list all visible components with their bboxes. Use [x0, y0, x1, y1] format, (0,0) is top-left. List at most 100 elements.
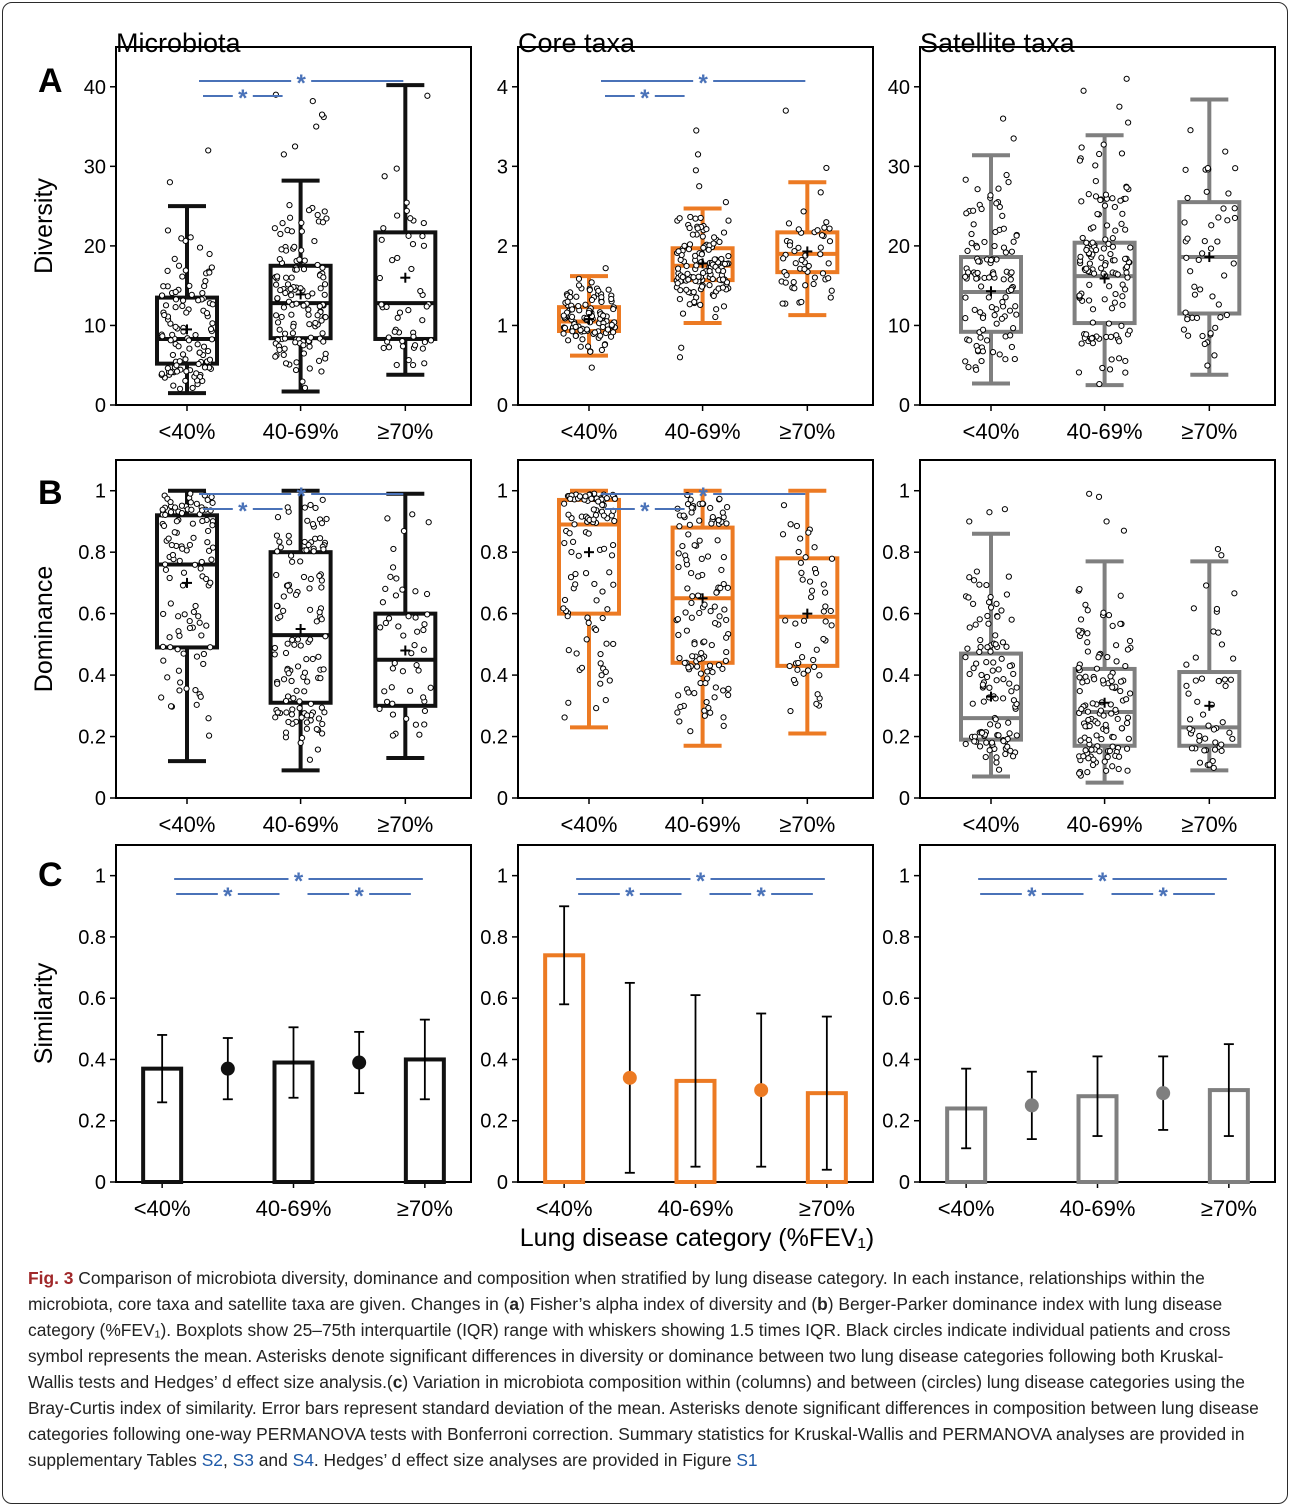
caption-label: Fig. 3: [28, 1268, 74, 1288]
significance-asterisk: *: [698, 483, 708, 510]
patient-point: [701, 638, 708, 645]
x-tick-label: <40%: [536, 1196, 593, 1221]
patient-point: [786, 242, 793, 249]
patient-point: [822, 603, 829, 610]
patient-point: [823, 164, 830, 172]
patient-point: [1122, 369, 1129, 376]
patient-point: [598, 298, 605, 306]
link-table-s3[interactable]: S3: [232, 1450, 254, 1470]
patient-point: [167, 644, 174, 651]
patient-point: [717, 584, 724, 592]
patient-point: [1208, 222, 1215, 229]
patient-point: [971, 306, 978, 314]
patient-point: [1008, 688, 1015, 695]
patient-point: [688, 614, 695, 621]
patient-point: [420, 646, 427, 653]
patient-point: [962, 740, 969, 748]
patient-point: [1123, 696, 1130, 703]
patient-point: [181, 611, 188, 618]
patient-point: [690, 289, 697, 296]
patient-point: [421, 721, 428, 728]
patient-point: [684, 585, 691, 592]
patient-point: [828, 622, 835, 629]
patient-point: [564, 613, 571, 620]
patient-point: [828, 287, 835, 294]
patient-point: [1000, 225, 1007, 232]
patient-point: [289, 330, 297, 337]
patient-point: [312, 504, 319, 512]
patient-point: [1118, 725, 1125, 732]
y-tick-label: 0.4: [882, 665, 910, 687]
box-iqr: [155, 513, 219, 650]
box-1: [670, 127, 735, 361]
patient-point: [567, 294, 574, 301]
link-table-s2[interactable]: S2: [201, 1450, 223, 1470]
patient-point: [1086, 490, 1093, 497]
link-figure-s1[interactable]: S1: [736, 1450, 758, 1470]
patient-point: [278, 246, 285, 253]
patient-point: [588, 364, 595, 371]
patient-point: [408, 650, 415, 657]
patient-point: [389, 665, 396, 672]
patient-point: [289, 558, 296, 565]
patient-point: [682, 609, 689, 616]
patient-point: [588, 495, 595, 502]
patient-point: [1077, 616, 1085, 623]
patient-point: [1123, 745, 1131, 752]
patient-point: [164, 227, 172, 234]
patient-point: [603, 495, 610, 502]
patient-point: [199, 517, 206, 525]
patient-point: [688, 599, 695, 606]
patient-point: [697, 670, 704, 677]
patient-point: [708, 520, 715, 527]
patient-point: [1112, 706, 1119, 713]
patient-point: [680, 512, 687, 519]
patient-point: [283, 709, 290, 716]
patient-point: [611, 517, 618, 525]
box-2: [1177, 97, 1242, 377]
patient-point: [1076, 585, 1083, 593]
patient-point: [706, 282, 713, 289]
patient-point: [588, 279, 595, 286]
patient-point: [676, 215, 683, 222]
patient-point: [998, 655, 1005, 662]
patient-point: [962, 315, 969, 322]
patient-point: [1008, 616, 1015, 623]
patient-point: [684, 270, 691, 277]
between-circle: [1156, 1086, 1171, 1101]
patient-point: [182, 356, 189, 363]
patient-point: [318, 368, 325, 375]
patient-point: [176, 358, 183, 365]
patient-point: [588, 296, 596, 304]
patient-point: [1000, 676, 1007, 683]
patient-point: [587, 348, 594, 355]
patient-point: [720, 722, 727, 729]
patient-point: [1199, 250, 1206, 257]
patient-point: [205, 547, 213, 554]
box-2: [373, 491, 438, 761]
patient-point: [382, 585, 389, 592]
patient-point: [1110, 734, 1117, 741]
patient-point: [1006, 662, 1013, 670]
link-table-s4[interactable]: S4: [292, 1450, 314, 1470]
patient-point: [193, 370, 200, 377]
patient-point: [288, 274, 295, 281]
patient-point: [675, 631, 682, 639]
patient-point: [320, 274, 327, 281]
y-tick-label: 1: [497, 315, 508, 337]
patient-point: [986, 747, 993, 754]
patient-point: [1078, 705, 1085, 713]
y-tick-label: 4: [497, 77, 508, 99]
patient-point: [569, 328, 576, 335]
patient-point: [802, 282, 809, 289]
patient-point: [683, 262, 690, 270]
x-tick-label: ≥70%: [1181, 419, 1237, 444]
patient-point: [779, 300, 786, 307]
patient-point: [1219, 719, 1226, 726]
patient-point: [568, 313, 576, 320]
patient-point: [177, 679, 184, 686]
patient-point: [301, 688, 308, 695]
patient-point: [560, 330, 567, 337]
patient-point: [978, 671, 985, 679]
patient-point: [810, 656, 817, 664]
